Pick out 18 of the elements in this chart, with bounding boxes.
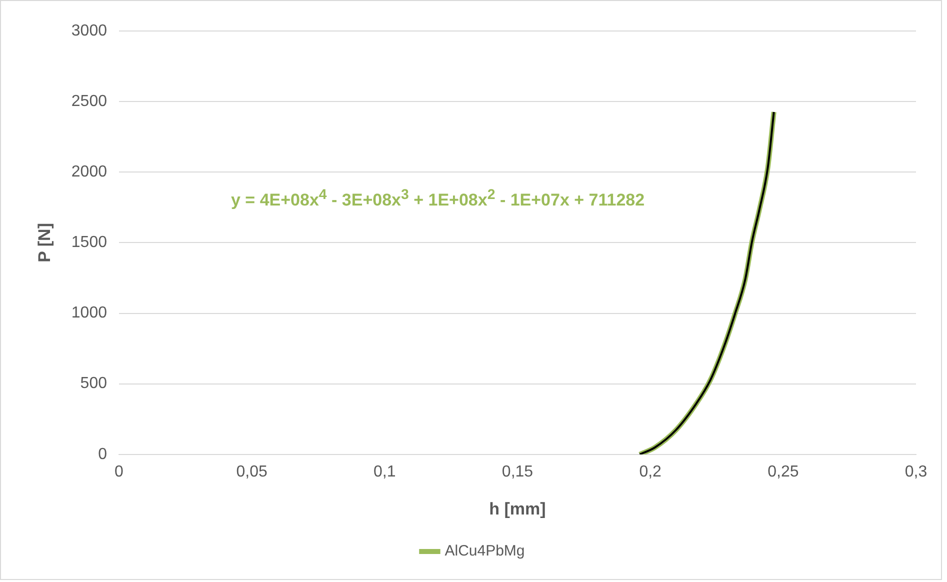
x-tick-label: 0,1	[374, 463, 396, 480]
x-tick-label: 0,15	[502, 463, 534, 480]
x-tick-label: 0,3	[904, 463, 928, 480]
x-axis-title: h [mm]	[489, 499, 546, 518]
y-tick-label: 2000	[71, 164, 108, 181]
y-tick-label: 500	[80, 375, 108, 392]
y-axis-title: P [N]	[34, 223, 54, 262]
y-tick-label: 1000	[71, 304, 108, 322]
legend-label: AlCu4PbMg	[444, 542, 525, 560]
x-tick-label: 0,05	[236, 463, 268, 480]
annotation: y = 4E+08x$^{4}$ - 3E+08x$^{3}$ + 1E+08x$^{2}$ - 1E+07x + 711282	[231, 187, 645, 211]
x-tick-label: 0,2	[639, 463, 662, 480]
y-tick-label: 3000	[71, 22, 108, 40]
x-tick-label: 0,25	[768, 463, 799, 480]
y-tick-label: 2500	[71, 92, 108, 110]
x-tick-label: 0	[114, 463, 124, 480]
y-tick-label: 0	[98, 446, 108, 463]
y-tick-label: 1500	[71, 234, 108, 252]
